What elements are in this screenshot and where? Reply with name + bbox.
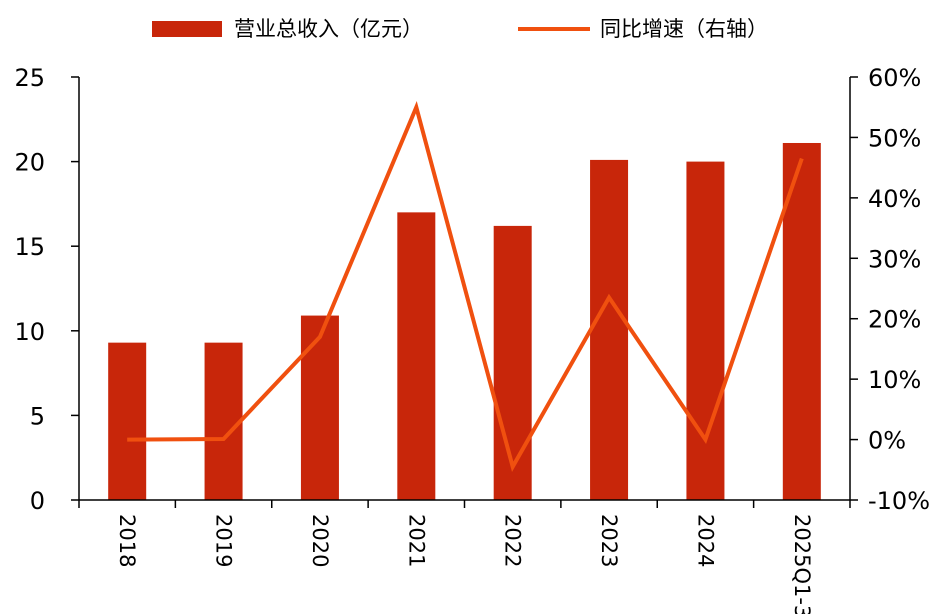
bar-2024 xyxy=(686,161,725,500)
legend-bar-swatch xyxy=(152,21,222,37)
x-tick-label: 2021 xyxy=(404,514,428,567)
right-tick-label: 20% xyxy=(868,306,921,334)
x-tick-label: 2020 xyxy=(308,514,332,567)
right-tick-label: 40% xyxy=(868,185,921,213)
x-tick-label: 2019 xyxy=(212,514,236,567)
legend-bar-label: 营业总收入（亿元） xyxy=(234,17,423,41)
right-tick-label: 10% xyxy=(868,366,921,394)
bar-2023 xyxy=(590,159,629,500)
bar-2020 xyxy=(300,315,339,500)
legend-line-label: 同比增速（右轴） xyxy=(600,17,768,41)
left-tick-label: 10 xyxy=(14,318,45,346)
bar-2022 xyxy=(493,225,532,500)
left-tick-label: 15 xyxy=(14,233,45,261)
legend: 营业总收入（亿元） 同比增速（右轴） xyxy=(152,17,768,41)
bar-2025Q1-3 xyxy=(782,142,821,500)
left-tick-label: 0 xyxy=(30,487,45,515)
bar-2021 xyxy=(397,212,436,501)
x-tick-label: 2024 xyxy=(693,514,717,567)
right-tick-label: -10% xyxy=(868,487,930,515)
right-tick-label: 60% xyxy=(868,64,921,92)
growth-line xyxy=(127,101,804,472)
x-tick-label: 2023 xyxy=(597,514,621,567)
left-tick-label: 20 xyxy=(14,149,45,177)
x-tick-label: 2025Q1-3 xyxy=(790,514,814,614)
x-tick-label: 2022 xyxy=(501,514,525,567)
left-tick-label: 5 xyxy=(30,402,45,430)
bar-2019 xyxy=(204,342,243,500)
bar-2018 xyxy=(108,342,147,500)
right-tick-label: 50% xyxy=(868,124,921,152)
right-tick-label: 0% xyxy=(868,427,906,455)
x-tick-label: 2018 xyxy=(115,514,139,567)
plot-area: 0 5 10 15 20 25 -10% 0% 10% 20% 30% 40% 50% 60% 2018 20… xyxy=(14,64,930,614)
right-tick-label: 30% xyxy=(868,245,921,273)
left-tick-label: 25 xyxy=(14,64,45,92)
